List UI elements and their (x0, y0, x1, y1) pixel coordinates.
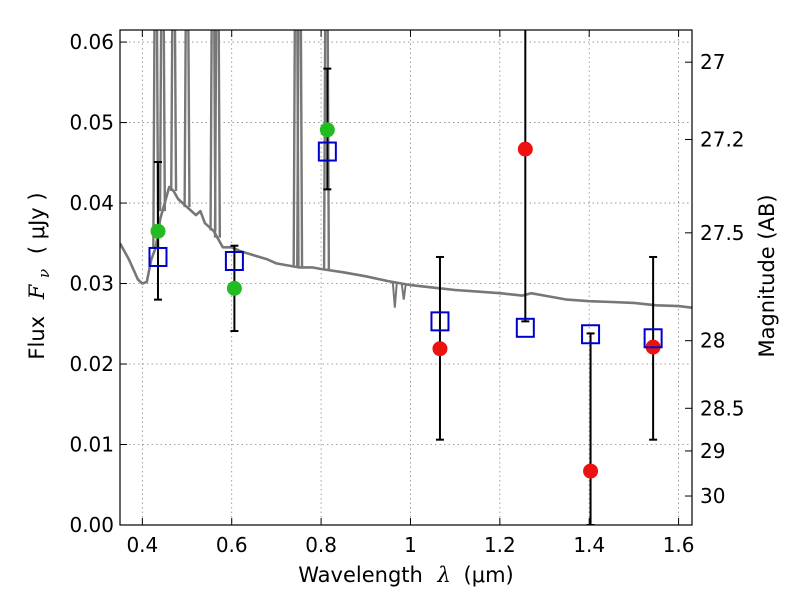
x-axis-label-math: λ (437, 563, 451, 587)
observed_other-point (583, 463, 599, 479)
model_photometry-point (148, 246, 168, 267)
y2-tick-label: 27.5 (700, 221, 745, 245)
y2-tick-label: 30 (700, 484, 725, 508)
template-emission-line (183, 30, 191, 208)
x-tick-label: 0.6 (216, 533, 248, 557)
x-axis-label-text: Wavelength (298, 563, 423, 587)
observed_detection-point (226, 280, 242, 296)
template-emission-line (170, 30, 178, 191)
x-tick-label: 1 (404, 533, 417, 557)
x-tick-label: 0.4 (126, 533, 158, 557)
y-tick-label: 0.04 (69, 191, 114, 215)
x-tick-label: 0.8 (305, 533, 337, 557)
template-emission-line (152, 30, 160, 248)
model_photometry-point (430, 311, 450, 332)
x-axis-label-unit: (μm) (464, 563, 514, 587)
x-tick-label: 1.6 (663, 533, 695, 557)
model_photometry-point (515, 317, 535, 338)
x-axis-label: Wavelength λ (μm) (298, 563, 513, 587)
y-tick-label: 0.03 (69, 272, 114, 296)
template-absorption-dip (391, 282, 398, 308)
model_photometry-point (581, 324, 601, 345)
observed_other-point (432, 341, 448, 357)
y-tick-label: 0.02 (69, 352, 114, 376)
model_photometry-point (317, 141, 337, 162)
y2-tick-label: 28 (700, 329, 725, 353)
template-absorption-dip (400, 283, 407, 300)
template-emission-line (296, 30, 304, 268)
template-spectrum (120, 30, 692, 309)
y-axis-label-text: Flux (25, 316, 49, 360)
y2-tick-label: 29 (700, 439, 725, 463)
y-tick-label: 0.06 (69, 30, 114, 54)
y-tick-label: 0.00 (69, 513, 114, 537)
model_photometry-point (224, 251, 244, 271)
plot-frame (119, 29, 693, 526)
y-tick-label: 0.05 (69, 111, 114, 135)
y-axis-label-math: F (25, 283, 49, 300)
y2-axis-label: Magnitude (AB) (755, 194, 779, 357)
observed_detection-point (150, 223, 166, 239)
y-axis-label-math-sub: ν (35, 269, 53, 278)
x-tick-label: 1.4 (573, 533, 605, 557)
y2-tick-label: 27 (700, 50, 725, 74)
template-emission-line (158, 30, 167, 212)
error-bars (153, 30, 658, 525)
data-markers (148, 122, 663, 479)
axis-ticks: 0.4 0.6 0.8 1 1.2 1.4 1.6 0.00 0.01 0.02 0.03 0.04 0… (69, 30, 745, 557)
y-axis-label-unit: ( μJy ) (25, 192, 49, 254)
observed_detection-point (319, 122, 335, 138)
model_photometry-point (643, 328, 663, 349)
x-tick-label: 1.2 (484, 533, 516, 557)
y2-tick-label: 27.2 (700, 127, 745, 151)
y2-tick-label: 28.5 (700, 396, 745, 420)
grid-lines (120, 30, 692, 526)
y-tick-label: 0.01 (69, 433, 114, 457)
template-emission-line (213, 30, 222, 238)
y-axis-label: Flux F ν ( μJy ) (25, 192, 54, 359)
observed_other-point (517, 141, 533, 157)
